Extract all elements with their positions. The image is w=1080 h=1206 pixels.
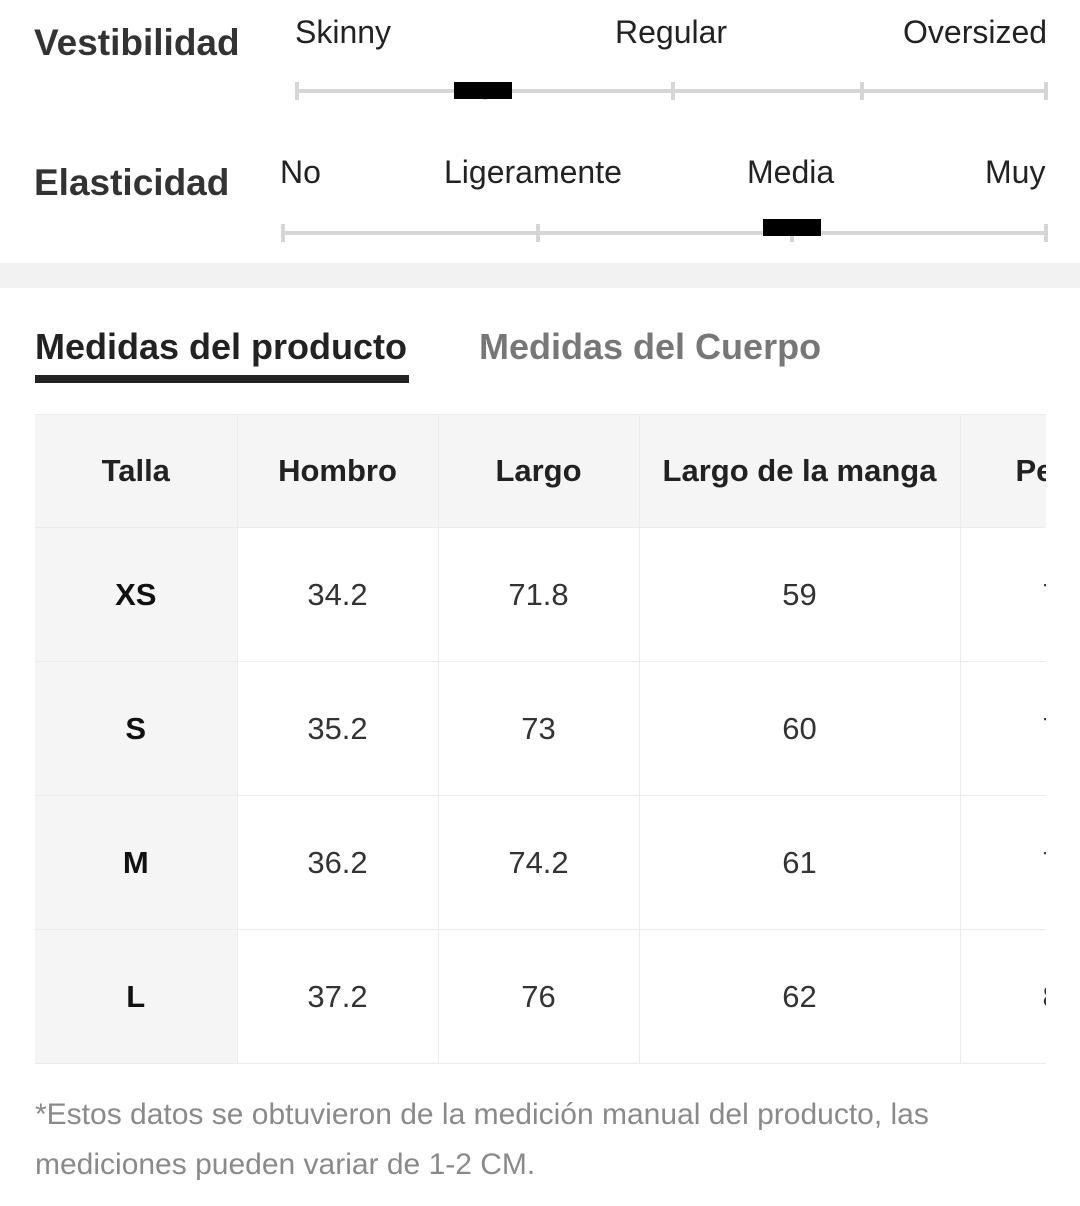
table-row: M 36.2 74.2 61 7	[35, 795, 1046, 930]
elasticity-option-muy: Muy	[985, 154, 1046, 190]
fit-option-regular: Regular	[615, 14, 728, 50]
tab-body-measurements[interactable]: Medidas del Cuerpo	[479, 326, 822, 367]
table-cell: 34.2	[237, 527, 439, 662]
fit-marker	[454, 82, 512, 99]
tab-product-measurements[interactable]: Medidas del producto	[35, 326, 408, 367]
table-cell: 73	[438, 661, 640, 796]
header-length: Largo	[438, 414, 640, 528]
table-header-row: Talla Hombro Largo Largo de la manga Pe	[35, 414, 1046, 528]
header-shoulder: Hombro	[237, 414, 439, 528]
table-cell: 76	[438, 929, 640, 1064]
table-cell: 62	[639, 929, 961, 1064]
elasticity-option-ligeramente: Ligeramente	[444, 154, 622, 190]
table-cell: 7	[960, 795, 1046, 930]
table-row: S 35.2 73 60 7	[35, 661, 1046, 796]
table-cell: 71.8	[438, 527, 640, 662]
size-table: Talla Hombro Largo Largo de la manga Pe …	[35, 414, 1046, 1064]
size-cell: S	[35, 661, 238, 796]
fit-tick	[295, 82, 299, 100]
table-cell: 8	[960, 929, 1046, 1064]
table-cell: 74.2	[438, 795, 640, 930]
fit-tick	[1044, 82, 1048, 100]
table-cell: 36.2	[237, 795, 439, 930]
active-tab-indicator	[35, 375, 409, 383]
size-cell: XS	[35, 527, 238, 662]
elasticity-track	[282, 231, 1048, 235]
size-cell: L	[35, 929, 238, 1064]
header-truncated: Pe	[960, 414, 1046, 528]
table-cell: 60	[639, 661, 961, 796]
table-cell: 37.2	[237, 929, 439, 1064]
header-sleeve-length: Largo de la manga	[639, 414, 961, 528]
table-cell: 35.2	[237, 661, 439, 796]
section-divider	[0, 263, 1080, 288]
header-size: Talla	[35, 414, 238, 528]
fit-option-oversized: Oversized	[903, 14, 1048, 50]
table-row: XS 34.2 71.8 59 7	[35, 527, 1046, 662]
table-row: L 37.2 76 62 8	[35, 929, 1046, 1064]
table-cell: 7	[960, 661, 1046, 796]
elasticity-marker	[763, 219, 821, 236]
fit-tick	[860, 82, 864, 100]
table-cell: 7	[960, 527, 1046, 662]
elasticity-option-no: No	[280, 154, 321, 190]
fit-label: Vestibilidad	[34, 22, 240, 63]
elasticity-tick	[281, 224, 285, 242]
elasticity-tick	[1044, 224, 1048, 242]
elasticity-label: Elasticidad	[34, 162, 230, 203]
table-cell: 59	[639, 527, 961, 662]
elasticity-tick	[536, 224, 540, 242]
size-cell: M	[35, 795, 238, 930]
table-cell: 61	[639, 795, 961, 930]
elasticity-option-media: Media	[747, 154, 835, 190]
fit-tick	[671, 82, 675, 100]
fit-option-skinny: Skinny	[295, 14, 392, 50]
size-table-container[interactable]: Talla Hombro Largo Largo de la manga Pe …	[35, 414, 1046, 1066]
measurement-disclaimer: *Estos datos se obtuvieron de la medició…	[35, 1098, 929, 1181]
